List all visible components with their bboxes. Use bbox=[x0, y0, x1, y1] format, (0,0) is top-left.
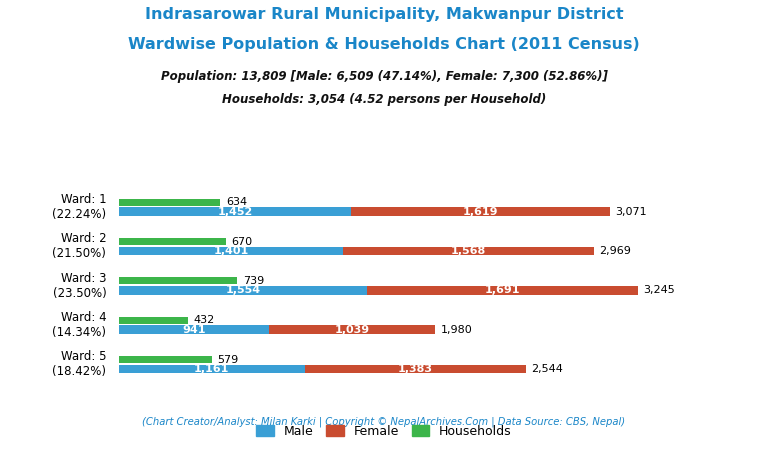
Text: 670: 670 bbox=[232, 237, 253, 247]
Text: Ward: 2
(21.50%): Ward: 2 (21.50%) bbox=[52, 232, 106, 260]
Bar bbox=[119, 286, 367, 295]
Bar bbox=[119, 356, 211, 363]
Bar bbox=[119, 317, 188, 324]
Text: 1,980: 1,980 bbox=[441, 325, 473, 335]
Bar bbox=[351, 207, 610, 216]
Text: Households: 3,054 (4.52 persons per Household): Households: 3,054 (4.52 persons per Hous… bbox=[222, 93, 546, 106]
Text: Wardwise Population & Households Chart (2011 Census): Wardwise Population & Households Chart (… bbox=[128, 37, 640, 52]
Text: 1,452: 1,452 bbox=[217, 207, 253, 216]
Bar bbox=[119, 247, 343, 255]
Bar bbox=[119, 207, 351, 216]
Bar bbox=[343, 247, 594, 255]
Text: 3,245: 3,245 bbox=[644, 285, 675, 295]
Bar bbox=[119, 277, 237, 284]
Bar bbox=[119, 326, 270, 334]
Text: 1,039: 1,039 bbox=[335, 325, 370, 335]
Text: 1,554: 1,554 bbox=[226, 285, 261, 295]
Text: 2,969: 2,969 bbox=[599, 246, 631, 256]
Text: 1,401: 1,401 bbox=[214, 246, 249, 256]
Text: Ward: 4
(14.34%): Ward: 4 (14.34%) bbox=[52, 311, 106, 339]
Text: 432: 432 bbox=[194, 315, 215, 325]
Text: 739: 739 bbox=[243, 276, 264, 286]
Text: 1,568: 1,568 bbox=[451, 246, 486, 256]
Text: Population: 13,809 [Male: 6,509 (47.14%), Female: 7,300 (52.86%)]: Population: 13,809 [Male: 6,509 (47.14%)… bbox=[161, 70, 607, 83]
Text: 1,691: 1,691 bbox=[485, 285, 520, 295]
Text: 634: 634 bbox=[226, 197, 247, 207]
Bar bbox=[119, 238, 226, 245]
Bar bbox=[367, 286, 637, 295]
Bar bbox=[270, 326, 435, 334]
Text: Indrasarowar Rural Municipality, Makwanpur District: Indrasarowar Rural Municipality, Makwanp… bbox=[144, 7, 624, 22]
Text: 1,383: 1,383 bbox=[398, 364, 432, 374]
Text: Ward: 1
(22.24%): Ward: 1 (22.24%) bbox=[52, 193, 106, 221]
Text: 1,161: 1,161 bbox=[194, 364, 230, 374]
Bar bbox=[119, 198, 220, 206]
Bar bbox=[119, 365, 305, 373]
Text: (Chart Creator/Analyst: Milan Karki | Copyright © NepalArchives.Com | Data Sourc: (Chart Creator/Analyst: Milan Karki | Co… bbox=[142, 417, 626, 427]
Text: Ward: 3
(23.50%): Ward: 3 (23.50%) bbox=[52, 272, 106, 299]
Text: Ward: 5
(18.42%): Ward: 5 (18.42%) bbox=[52, 350, 106, 378]
Bar bbox=[305, 365, 525, 373]
Text: 2,544: 2,544 bbox=[531, 364, 563, 374]
Text: 1,619: 1,619 bbox=[463, 207, 498, 216]
Legend: Male, Female, Households: Male, Female, Households bbox=[251, 420, 517, 443]
Text: 941: 941 bbox=[183, 325, 206, 335]
Text: 3,071: 3,071 bbox=[615, 207, 647, 216]
Text: 579: 579 bbox=[217, 355, 238, 365]
